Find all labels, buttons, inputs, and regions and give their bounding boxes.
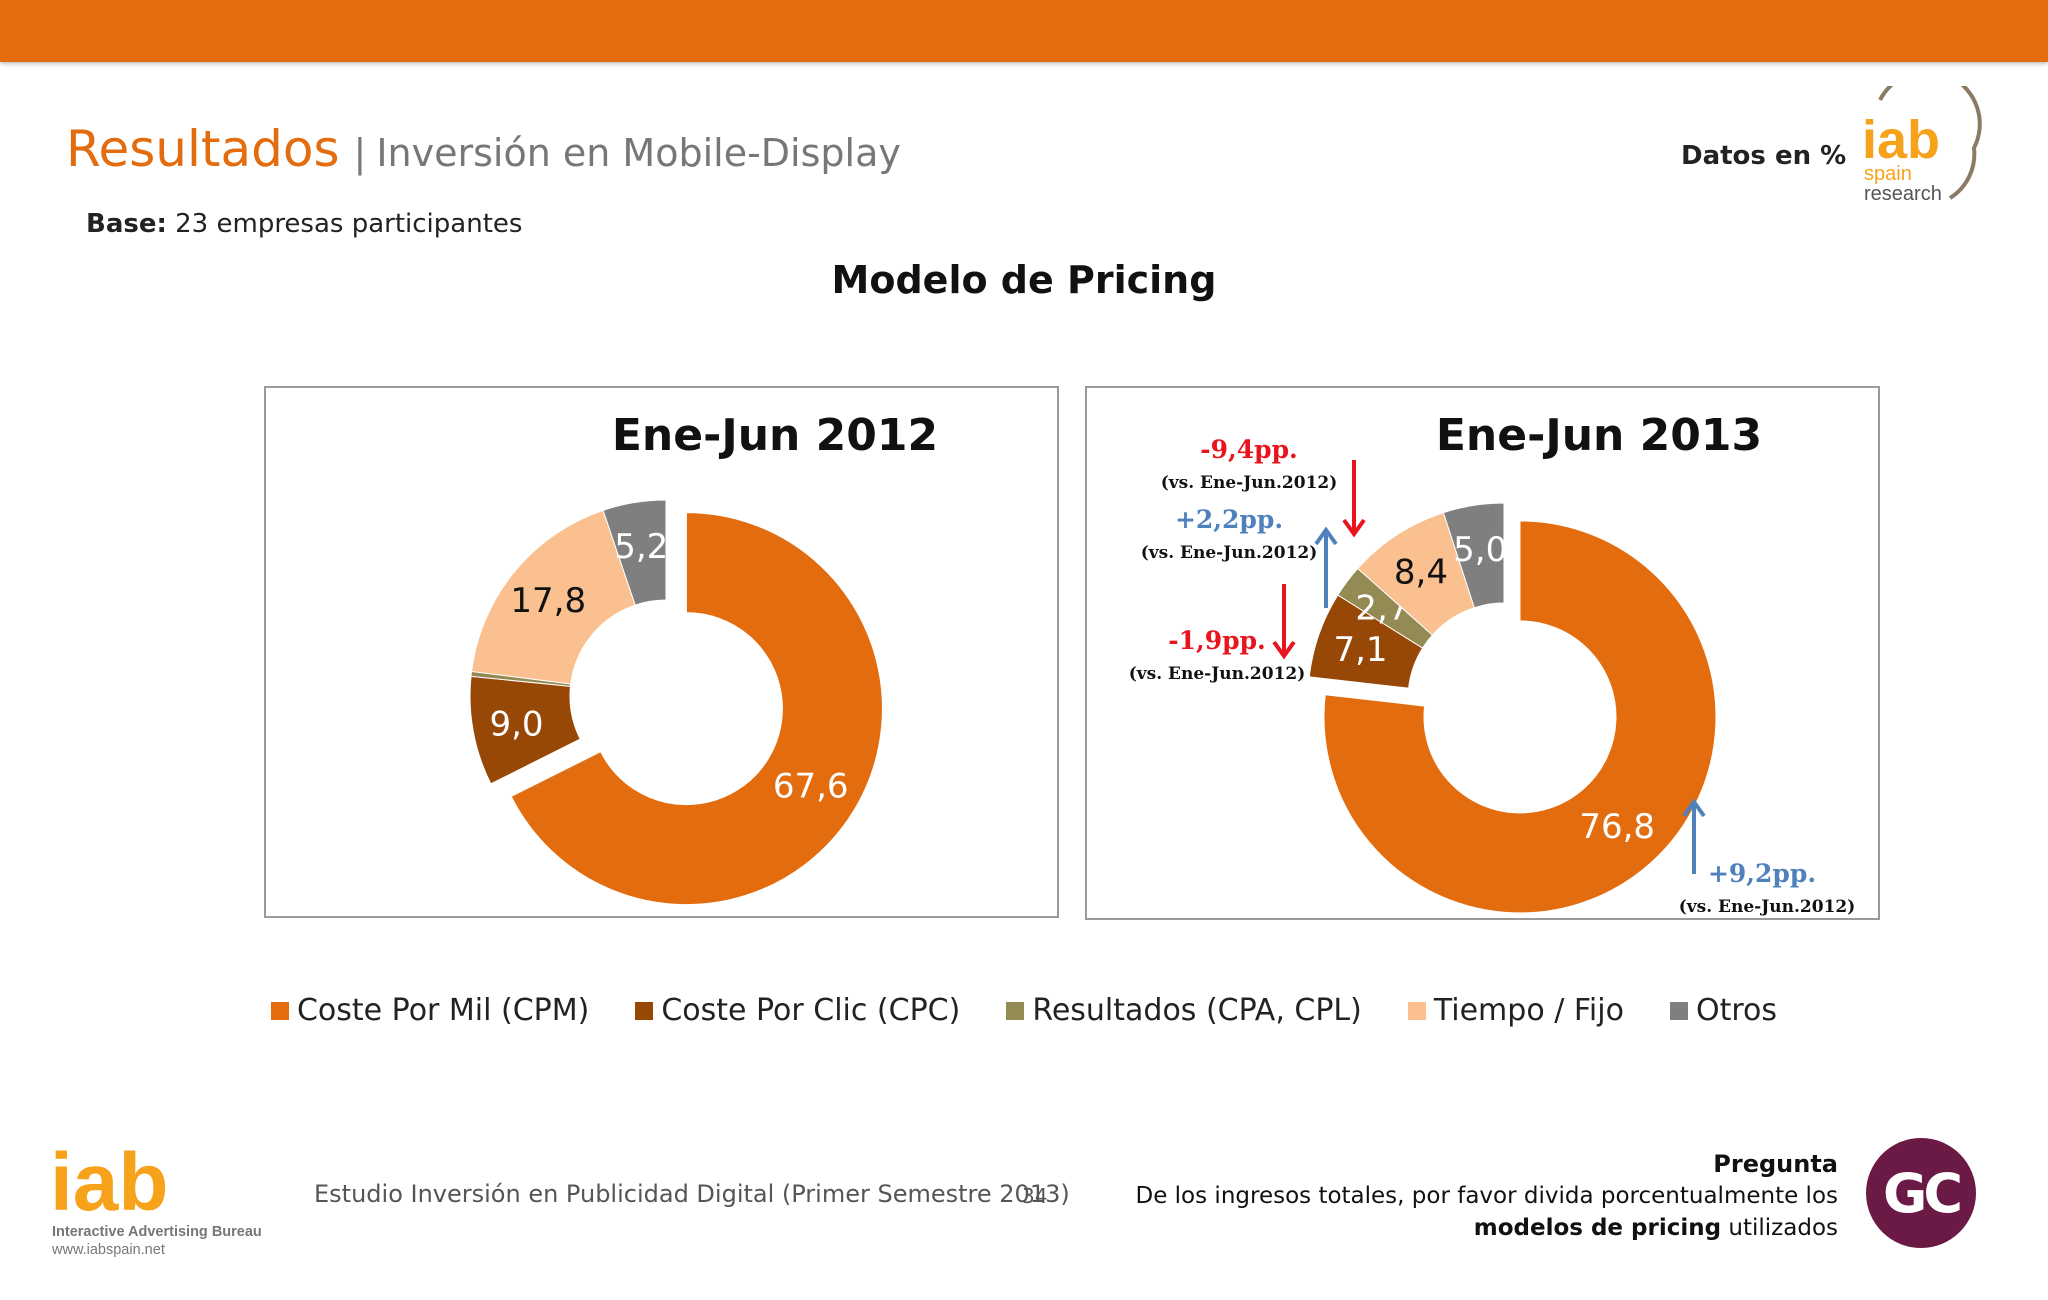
legend-item-tiempo-fijo: Tiempo / Fijo	[1407, 993, 1624, 1028]
data-label-coste-por-mil-cpm: 67,6	[773, 766, 849, 806]
slice-coste-por-mil-cpm	[1323, 520, 1717, 914]
slice-tiempo-fijo	[470, 509, 636, 685]
title-separator: |	[353, 131, 367, 175]
slice-otros	[602, 499, 667, 606]
annotation-change-2: -1,9pp.	[1168, 626, 1266, 655]
title-main: Resultados	[66, 120, 340, 178]
gc-logo: GC	[1866, 1138, 1976, 1248]
annotation-arrowhead-0	[1342, 518, 1366, 538]
annotation-arrowhead-3	[1682, 798, 1706, 818]
legend-label: Otros	[1695, 993, 1777, 1028]
annotation-ref-1: (vs. Ene-Jun.2012)	[1141, 543, 1318, 563]
data-label-tiempo-fijo: 8,4	[1394, 553, 1448, 593]
legend-item-coste-por-mil-cpm: Coste Por Mil (CPM)	[270, 993, 590, 1028]
annotation-change-3: +9,2pp.	[1708, 859, 1816, 888]
annotation-ref-2: (vs. Ene-Jun.2012)	[1129, 664, 1306, 684]
donut-chart-2012: Ene-Jun 2012 67,6 9,0 17,8 5,2	[469, 410, 938, 906]
pregunta-title: Pregunta	[1713, 1150, 1838, 1178]
pregunta-bold: modelos de pricing	[1473, 1215, 1722, 1241]
donut-chart-2013: Ene-Jun 201376,87,12,78,45,0-9,4pp.(vs. …	[1129, 410, 1856, 917]
top-bar	[0, 0, 2048, 62]
iab-research-logo: iab spain research	[1862, 86, 1982, 205]
legend-item-coste-por-clic-cpc: Coste Por Clic (CPC)	[635, 993, 960, 1028]
annotation-change-0: -9,4pp.	[1200, 435, 1298, 464]
legend-label: Coste Por Mil (CPM)	[296, 993, 590, 1028]
logo-spain-text: spain	[1864, 163, 1912, 185]
annotation-ref-0: (vs. Ene-Jun.2012)	[1161, 473, 1338, 493]
base-line: Base: 23 empresas participantes	[86, 209, 522, 239]
footer-study-title: Estudio Inversión en Publicidad Digital …	[314, 1180, 1070, 1208]
annotation-arrowhead-2	[1272, 640, 1296, 660]
chart-title-1: Ene-Jun 2013	[1436, 410, 1762, 461]
legend-swatch	[1407, 1001, 1426, 1020]
logo-iab-text: iab	[1862, 110, 1940, 170]
legend-swatch	[1006, 1001, 1025, 1020]
slice-coste-por-mil-cpm	[510, 512, 883, 906]
slice-otros	[1442, 502, 1505, 609]
data-label-tiempo-fijo: 17,8	[510, 581, 586, 621]
page-number: 34	[1022, 1184, 1048, 1208]
annotation-ref-3: (vs. Ene-Jun.2012)	[1679, 897, 1856, 917]
iab-footer-logo: iab Interactive Advertising Bureau www.i…	[50, 1137, 262, 1258]
legend-item-otros: Otros	[1669, 993, 1777, 1028]
footer-logo-sub: Interactive Advertising Bureau	[52, 1224, 262, 1240]
logo-research-text: research	[1864, 183, 1942, 205]
legend-label: Tiempo / Fijo	[1433, 993, 1624, 1028]
base-label: Base:	[86, 209, 167, 239]
pregunta-text: De los ingresos totales, por favor divid…	[1118, 1180, 1839, 1244]
chart-panel-2013: Ene-Jun 2013 76,8 7,1 2,7 8,4 5,0 -9,4pp. (vs. …	[1085, 386, 1880, 920]
legend-item-resultados-cpa-cpl: Resultados (CPA, CPL)	[1006, 993, 1362, 1028]
chart-title-0: Ene-Jun 2012	[612, 410, 938, 461]
pregunta-line1: De los ingresos totales, por favor divid…	[1135, 1183, 1839, 1209]
annotation-change-1: +2,2pp.	[1175, 505, 1283, 534]
footer-logo-iab: iab	[50, 1137, 168, 1228]
footer-logo-url: www.iabspain.net	[51, 1242, 165, 1258]
legend-label: Resultados (CPA, CPL)	[1032, 993, 1362, 1028]
pregunta-end: utilizados	[1728, 1215, 1838, 1241]
data-label-coste-por-clic-cpc: 7,1	[1333, 630, 1387, 670]
title-sub: Inversión en Mobile-Display	[376, 131, 901, 175]
page-title: Resultados | Inversión en Mobile-Display	[66, 120, 901, 178]
data-label-otros: 5,2	[614, 527, 668, 567]
chart-main-title: Modelo de Pricing	[831, 258, 1217, 302]
datos-label: Datos en %	[1681, 141, 1847, 171]
data-label-coste-por-mil-cpm: 76,8	[1579, 807, 1655, 847]
base-text: 23 empresas participantes	[175, 209, 523, 239]
legend-swatch	[270, 1001, 289, 1020]
data-label-otros: 5,0	[1453, 530, 1507, 570]
legend: Coste Por Mil (CPM) Coste Por Clic (CPC) R…	[0, 993, 2048, 1028]
legend-swatch	[1669, 1001, 1688, 1020]
legend-label: Coste Por Clic (CPC)	[661, 993, 961, 1028]
chart-panel-2012: Ene-Jun 2012 67,6 9,0 17,8 5,2	[264, 386, 1059, 918]
annotation-arrowhead-1	[1314, 526, 1338, 546]
data-label-coste-por-clic-cpc: 9,0	[489, 705, 543, 745]
legend-swatch	[635, 1001, 654, 1020]
